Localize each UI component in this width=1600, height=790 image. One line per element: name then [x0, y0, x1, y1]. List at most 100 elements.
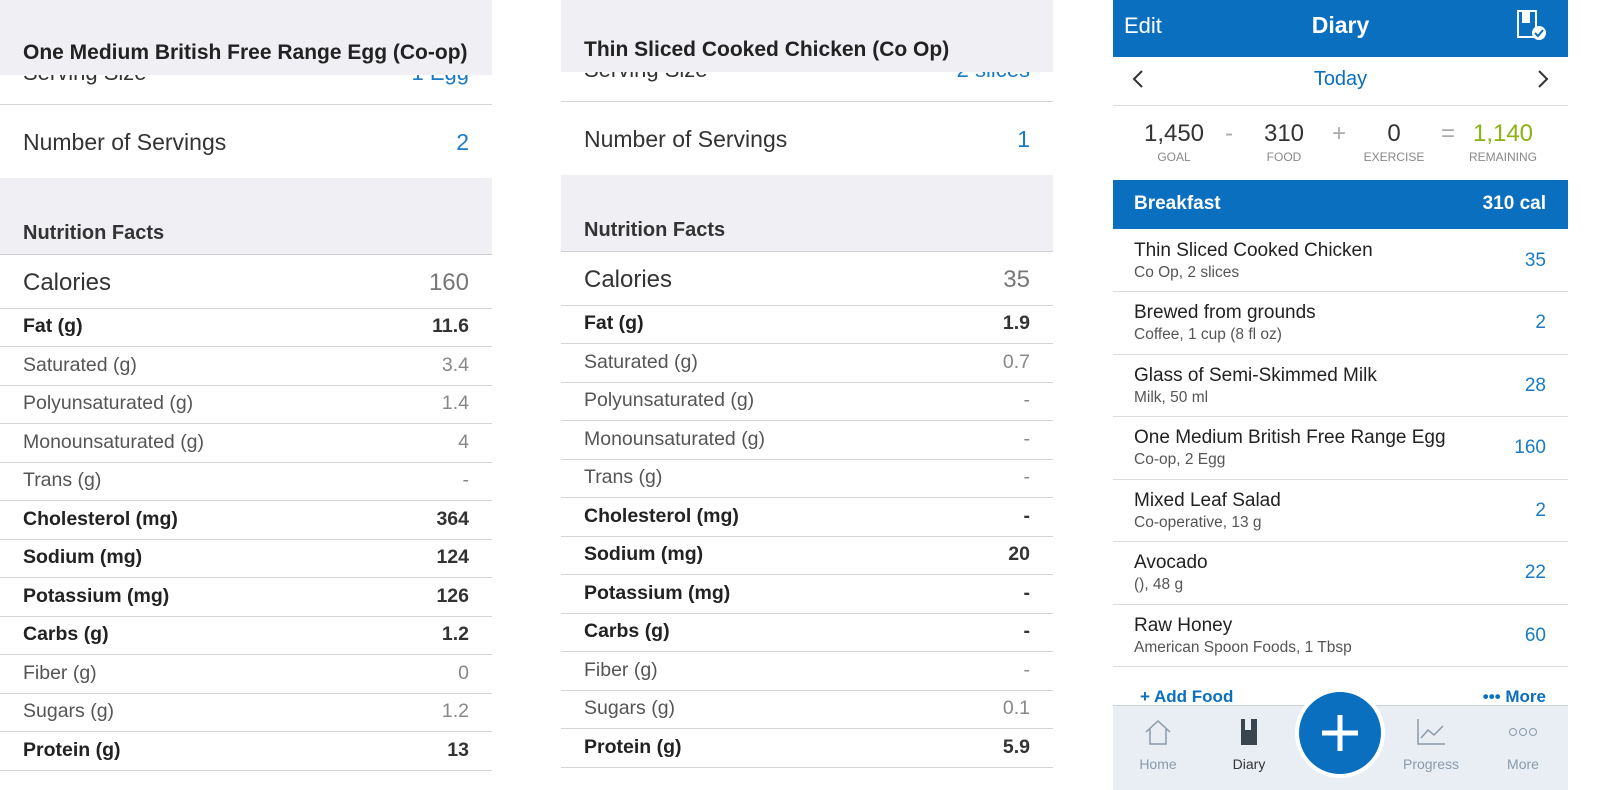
food-name: Raw Honey [1134, 614, 1233, 636]
section-band [561, 175, 1053, 252]
separator [561, 497, 1053, 498]
nutrient-value: - [1023, 620, 1031, 643]
tab-label[interactable]: Progress [1402, 755, 1460, 772]
nutrient-value: 1.4 [441, 392, 469, 415]
tab-icon[interactable] [1233, 716, 1265, 748]
nutrient-name: Calories [584, 265, 673, 293]
separator [1113, 478, 1568, 480]
edit-button[interactable]: Edit [1124, 12, 1162, 38]
separator [1113, 353, 1568, 355]
summary-value: 310 [1263, 119, 1305, 147]
date-label[interactable]: Today [1313, 68, 1368, 90]
meal-calories: 310 cal [1482, 192, 1546, 214]
summary-operator: = [1440, 119, 1455, 147]
nutrient-name: Fat (g) [584, 312, 644, 335]
separator [0, 577, 492, 578]
tab-icon[interactable] [1142, 716, 1174, 748]
separator [0, 769, 492, 771]
nutrient-value: 35 [1003, 265, 1030, 293]
date-arrow[interactable] [1536, 69, 1550, 89]
nutrient-value: 0.1 [1002, 697, 1030, 720]
panel-title: Thin Sliced Cooked Chicken (Co Op) [584, 38, 950, 62]
summary-operator: - [1225, 119, 1233, 147]
panel-header [0, 0, 492, 75]
separator [0, 423, 492, 424]
separator [1113, 603, 1568, 605]
food-calories: 35 [1524, 249, 1546, 271]
nutrient-name: Sugars (g) [23, 700, 115, 723]
nutrient-value: 160 [428, 268, 469, 296]
nutrient-value: 0.7 [1002, 350, 1030, 373]
separator [0, 731, 492, 732]
nutrient-name: Cholesterol (mg) [23, 507, 178, 530]
nutrient-value: 3.4 [441, 353, 469, 376]
diary-icon[interactable] [1516, 10, 1548, 42]
nutrient-name: Sodium (mg) [23, 546, 143, 569]
summary-label: REMAINING [1468, 149, 1537, 164]
separator [561, 689, 1053, 691]
nutrient-value: 124 [436, 546, 469, 569]
food-name: Mixed Leaf Salad [1134, 489, 1281, 511]
servings-value[interactable]: 1 [1017, 126, 1030, 153]
nutrient-value: - [462, 469, 470, 492]
nutrient-name: Monounsaturated (g) [584, 427, 766, 450]
separator [0, 346, 492, 347]
food-name: Glass of Semi-Skimmed Milk [1134, 364, 1377, 386]
nutrient-name: Fat (g) [23, 315, 83, 338]
food-calories: 2 [1535, 499, 1546, 521]
servings-label[interactable]: Number of Servings [584, 126, 788, 153]
meal-name: Breakfast [1134, 192, 1221, 214]
add-button[interactable] [1295, 688, 1385, 778]
servings-label[interactable]: Number of Servings [23, 129, 227, 156]
section-title: Nutrition Facts [584, 219, 726, 241]
add-food-button[interactable]: + Add Food [1140, 686, 1234, 706]
nutrient-name: Carbs (g) [23, 623, 109, 646]
tab-label[interactable]: Diary [1232, 755, 1266, 772]
summary-value: 1,140 [1472, 119, 1534, 147]
nutrient-value: 364 [436, 507, 469, 530]
summary-value: 1,450 [1143, 119, 1205, 147]
nutrient-name: Protein (g) [584, 735, 682, 758]
food-detail: Coffee, 1 cup (8 fl oz) [1134, 326, 1282, 344]
nutrient-value: 5.9 [1002, 735, 1030, 758]
separator [0, 104, 492, 105]
nutrient-value: 126 [436, 584, 469, 607]
separator [561, 766, 1053, 768]
summary-operator: + [1331, 119, 1346, 147]
nutrient-name: Carbs (g) [584, 620, 670, 643]
tab-icon[interactable] [1415, 716, 1447, 748]
nutrient-name: Sodium (mg) [584, 543, 704, 566]
nutrient-name: Calories [23, 268, 112, 296]
nutrient-name: Monounsaturated (g) [23, 430, 205, 453]
section-band [0, 178, 492, 255]
nav-bar [1113, 0, 1568, 57]
tab-icon[interactable] [1507, 716, 1539, 748]
nutrient-value: - [1023, 581, 1031, 604]
food-detail: (), 48 g [1134, 576, 1184, 594]
separator [561, 612, 1053, 614]
nutrient-name: Potassium (mg) [23, 584, 170, 607]
servings-value[interactable]: 2 [456, 129, 469, 156]
food-name: Brewed from grounds [1134, 302, 1316, 324]
tab-label[interactable]: Home [1139, 755, 1177, 772]
separator [561, 458, 1053, 460]
separator [561, 574, 1053, 575]
nutrient-value: 1.2 [441, 700, 469, 723]
nutrient-name: Potassium (mg) [584, 581, 731, 604]
nutrient-value: 20 [1008, 543, 1030, 566]
nutrient-value: 0 [458, 661, 469, 684]
nutrient-value: 1.9 [1002, 312, 1030, 335]
nutrient-name: Trans (g) [23, 469, 102, 492]
food-name: One Medium British Free Range Egg [1134, 427, 1446, 449]
more-button[interactable]: ••• More [1482, 686, 1546, 706]
nutrient-name: Protein (g) [23, 738, 121, 761]
separator [1113, 666, 1568, 667]
separator [561, 420, 1053, 421]
food-calories: 2 [1535, 312, 1546, 334]
date-arrow[interactable] [1131, 69, 1145, 89]
separator [561, 535, 1053, 537]
separator [0, 308, 492, 309]
tab-label[interactable]: More [1507, 755, 1539, 772]
separator [0, 692, 492, 694]
nutrient-name: Fiber (g) [584, 658, 658, 681]
